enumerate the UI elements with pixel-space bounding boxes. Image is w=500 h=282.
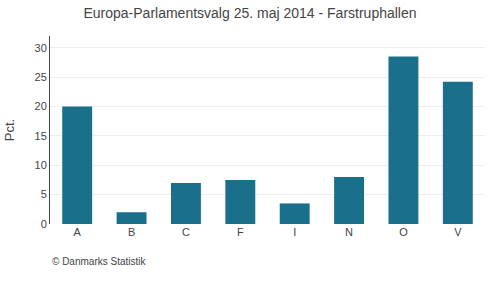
- svg-text:C: C: [182, 226, 190, 238]
- svg-text:O: O: [399, 226, 408, 238]
- svg-text:10: 10: [35, 159, 47, 171]
- svg-text:F: F: [237, 226, 244, 238]
- svg-text:I: I: [293, 226, 296, 238]
- svg-text:© Danmarks Statistik: © Danmarks Statistik: [52, 256, 147, 267]
- svg-text:Pct.: Pct.: [2, 119, 17, 141]
- svg-text:15: 15: [35, 130, 47, 142]
- svg-text:V: V: [454, 226, 462, 238]
- svg-text:B: B: [128, 226, 135, 238]
- svg-text:5: 5: [41, 188, 47, 200]
- svg-text:20: 20: [35, 100, 47, 112]
- svg-text:25: 25: [35, 71, 47, 83]
- svg-text:30: 30: [35, 42, 47, 54]
- svg-text:A: A: [74, 226, 82, 238]
- svg-text:0: 0: [41, 218, 47, 230]
- svg-text:N: N: [345, 226, 353, 238]
- svg-text:Europa-Parlamentsvalg 25. maj: Europa-Parlamentsvalg 25. maj 2014 - Far…: [83, 5, 416, 21]
